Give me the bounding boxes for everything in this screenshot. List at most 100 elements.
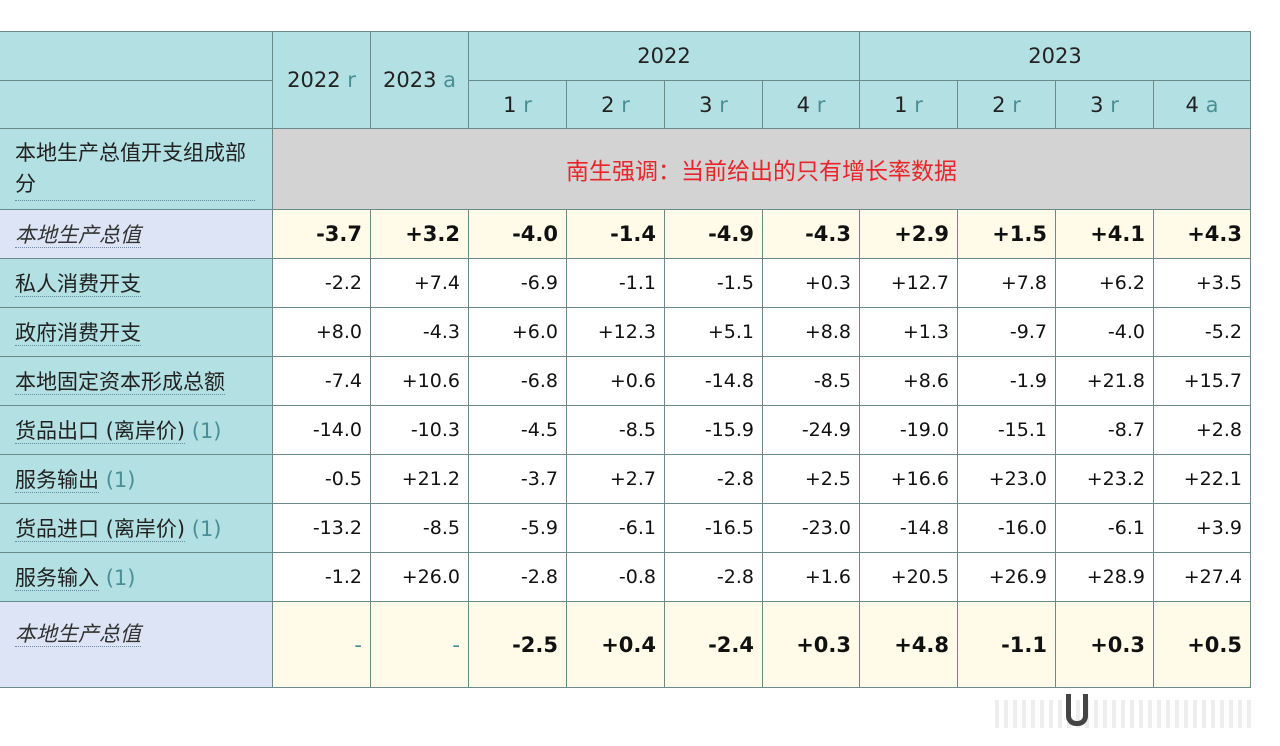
table-cell: +27.4 <box>1153 552 1251 602</box>
table-row: 本地固定资本形成总额 -7.4 +10.6 -6.8 +0.6 -14.8 -8… <box>0 356 1251 406</box>
table-cell: -8.7 <box>1055 405 1154 455</box>
table-row: 本地生产总值 - - -2.5 +0.4 -2.4 +0.3 +4.8 -1.1… <box>0 601 1251 688</box>
row-label[interactable]: 本地固定资本形成总额 <box>0 356 273 406</box>
table-cell: -8.5 <box>370 503 469 553</box>
table-cell: -10.3 <box>370 405 469 455</box>
table-cell: -16.0 <box>957 503 1056 553</box>
table-cell: -14.8 <box>664 356 763 406</box>
row-label[interactable]: 货品进口 (离岸价) (1) <box>0 503 273 553</box>
table-cell: +7.8 <box>957 258 1056 308</box>
row-label[interactable]: 政府消费开支 <box>0 307 273 357</box>
table-cell: -3.7 <box>468 454 567 504</box>
table-cell: +23.0 <box>957 454 1056 504</box>
table-cell: -4.0 <box>1055 307 1154 357</box>
table-cell: +6.0 <box>468 307 567 357</box>
row-label[interactable]: 货品出口 (离岸价) (1) <box>0 405 273 455</box>
table-row: 货品进口 (离岸价) (1) -13.2 -8.5 -5.9 -6.1 -16.… <box>0 503 1251 553</box>
table-cell: +4.3 <box>1153 209 1251 259</box>
table-cell: -8.5 <box>566 405 665 455</box>
table-row: 政府消费开支 +8.0 -4.3 +6.0 +12.3 +5.1 +8.8 +1… <box>0 307 1251 357</box>
table-cell: +4.1 <box>1055 209 1154 259</box>
table-cell: -6.1 <box>566 503 665 553</box>
table-row: 服务输入 (1) -1.2 +26.0 -2.8 -0.8 -2.8 +1.6 … <box>0 552 1251 602</box>
table-cell: -1.1 <box>566 258 665 308</box>
table-cell: +0.3 <box>762 258 860 308</box>
table-cell: -1.1 <box>957 601 1056 688</box>
table-cell: +3.2 <box>370 209 469 259</box>
table-cell: -4.3 <box>370 307 469 357</box>
table-cell: +21.2 <box>370 454 469 504</box>
table-cell: -2.8 <box>664 552 763 602</box>
quarter-header: 4 r <box>762 80 860 129</box>
table-cell: +8.0 <box>272 307 371 357</box>
table-cell: +3.5 <box>1153 258 1251 308</box>
table-row: 本地生产总值 -3.7 +3.2 -4.0 -1.4 -4.9 -4.3 +2.… <box>0 209 1251 259</box>
table-cell: +20.5 <box>859 552 958 602</box>
table-cell: -0.8 <box>566 552 665 602</box>
table-cell: +23.2 <box>1055 454 1154 504</box>
table-cell: +0.3 <box>762 601 860 688</box>
table-cell: -6.9 <box>468 258 567 308</box>
table-cell: - <box>370 601 469 688</box>
table-cell: -4.3 <box>762 209 860 259</box>
table-cell: -4.9 <box>664 209 763 259</box>
row-label[interactable]: 私人消费开支 <box>0 258 273 308</box>
table-cell: -16.5 <box>664 503 763 553</box>
quarter-header: 2 r <box>566 80 665 129</box>
table-cell: -2.4 <box>664 601 763 688</box>
table-cell: +10.6 <box>370 356 469 406</box>
table-cell: +6.2 <box>1055 258 1154 308</box>
table-cell: -8.5 <box>762 356 860 406</box>
header-stub-top <box>0 31 273 81</box>
table-cell: -2.8 <box>468 552 567 602</box>
table-cell: -7.4 <box>272 356 371 406</box>
watermark-strip <box>995 700 1255 728</box>
quarter-header: 1 r <box>468 80 567 129</box>
table-cell: +1.3 <box>859 307 958 357</box>
quarter-header: 1 r <box>859 80 958 129</box>
table-cell: +12.3 <box>566 307 665 357</box>
col-header-2023: 2023 a <box>370 31 469 129</box>
table-row: 货品出口 (离岸价) (1) -14.0 -10.3 -4.5 -8.5 -15… <box>0 405 1251 455</box>
table-cell: -14.0 <box>272 405 371 455</box>
table-row: 私人消费开支 -2.2 +7.4 -6.9 -1.1 -1.5 +0.3 +12… <box>0 258 1251 308</box>
quarter-header: 2 r <box>957 80 1056 129</box>
table-cell: - <box>272 601 371 688</box>
table-cell: -5.2 <box>1153 307 1251 357</box>
table-cell: -15.9 <box>664 405 763 455</box>
table-row: 服务输出 (1) -0.5 +21.2 -3.7 +2.7 -2.8 +2.5 … <box>0 454 1251 504</box>
table-cell: +21.8 <box>1055 356 1154 406</box>
section-title: 本地生产总值开支组成部分 <box>0 128 273 210</box>
table-cell: +2.8 <box>1153 405 1251 455</box>
table-cell: -9.7 <box>957 307 1056 357</box>
table-cell: +5.1 <box>664 307 763 357</box>
group-header-2023: 2023 <box>859 31 1251 81</box>
table-cell: +2.5 <box>762 454 860 504</box>
table-cell: -4.0 <box>468 209 567 259</box>
col-header-2022: 2022 r <box>272 31 371 129</box>
table-cell: +28.9 <box>1055 552 1154 602</box>
table-cell: -5.9 <box>468 503 567 553</box>
table-cell: -23.0 <box>762 503 860 553</box>
table-cell: -1.9 <box>957 356 1056 406</box>
table-cell: -1.2 <box>272 552 371 602</box>
row-label[interactable]: 本地生产总值 <box>0 209 273 259</box>
quarter-header: 4 a <box>1153 80 1251 129</box>
table-cell: -2.5 <box>468 601 567 688</box>
table-cell: +1.5 <box>957 209 1056 259</box>
table-cell: +4.8 <box>859 601 958 688</box>
table-cell: +8.8 <box>762 307 860 357</box>
table-cell: +2.9 <box>859 209 958 259</box>
table-cell: +7.4 <box>370 258 469 308</box>
table-cell: -1.4 <box>566 209 665 259</box>
row-label[interactable]: 服务输出 (1) <box>0 454 273 504</box>
table-cell: -2.2 <box>272 258 371 308</box>
table-cell: -14.8 <box>859 503 958 553</box>
row-label[interactable]: 本地生产总值 <box>0 601 273 688</box>
row-label[interactable]: 服务输入 (1) <box>0 552 273 602</box>
gdp-growth-table: 2022 r 2023 a 2022 2023 1 r 2 r 3 r 4 r … <box>0 31 1251 688</box>
table-cell: -1.5 <box>664 258 763 308</box>
quarter-header: 3 r <box>664 80 763 129</box>
table-cell: -19.0 <box>859 405 958 455</box>
table-cell: +2.7 <box>566 454 665 504</box>
